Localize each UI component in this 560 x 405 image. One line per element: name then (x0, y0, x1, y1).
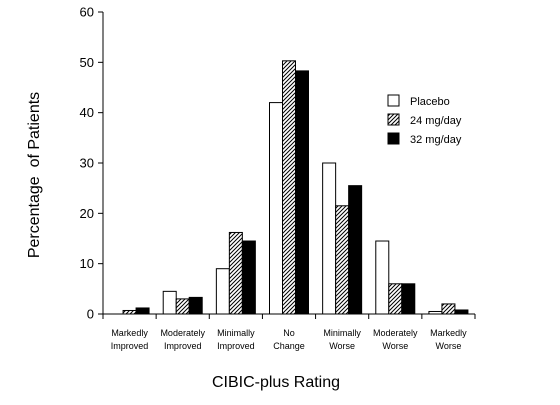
bar-32-mg-day-1 (188, 296, 203, 315)
bar-32-mg-day-0 (135, 307, 150, 315)
y-tick-label: 10 (80, 256, 94, 271)
legend-label: 32 mg/day (410, 134, 462, 146)
y-tick-label: 0 (87, 307, 94, 322)
x-category-label: Moderately (160, 328, 205, 338)
bar-32-mg-day-2 (241, 240, 256, 315)
bar-24-mg-day-0 (122, 309, 137, 315)
bar-placebo-1 (162, 290, 177, 315)
bar-24-mg-day-5 (388, 283, 403, 315)
legend-label: 24 mg/day (410, 115, 462, 127)
y-tick-label: 40 (80, 105, 94, 120)
x-category-label: Minimally (323, 328, 361, 338)
legend-swatch (387, 94, 400, 107)
legend-label: Placebo (410, 96, 450, 108)
bar-placebo-4 (322, 162, 337, 315)
x-category-label: Markedly (430, 328, 467, 338)
y-tick-label: 30 (80, 156, 94, 171)
bar-placebo-2 (215, 268, 230, 315)
bar-placebo-5 (375, 240, 390, 315)
legend-swatch (387, 132, 400, 145)
bar-placebo-6 (428, 310, 443, 315)
x-category-label: Markedly (111, 328, 148, 338)
x-category-label: Worse (329, 341, 355, 351)
bar-24-mg-day-2 (228, 231, 243, 315)
bar-32-mg-day-4 (348, 185, 363, 315)
y-tick-label: 60 (80, 5, 94, 20)
bar-24-mg-day-1 (175, 298, 190, 315)
y-tick-label: 20 (80, 206, 94, 221)
x-axis-title: CIBIC-plus Rating (212, 374, 340, 391)
x-category-label: Change (273, 341, 305, 351)
bar-24-mg-day-6 (441, 303, 456, 315)
x-category-label: Improved (111, 341, 149, 351)
x-category-label: Minimally (217, 328, 255, 338)
bar-32-mg-day-5 (401, 283, 416, 315)
y-axis-title: Percentage of Patients (26, 92, 43, 258)
bar-24-mg-day-3 (282, 60, 296, 315)
bar-32-mg-day-3 (295, 70, 309, 315)
x-category-label: Worse (436, 341, 462, 351)
bar-placebo-3 (269, 102, 283, 315)
x-category-label: Improved (164, 341, 202, 351)
x-category-label: Worse (382, 341, 408, 351)
x-category-label: Moderately (373, 328, 418, 338)
x-category-label: Improved (217, 341, 255, 351)
y-tick-label: 50 (80, 55, 94, 70)
legend-swatch (387, 113, 400, 126)
bar-24-mg-day-4 (335, 205, 350, 315)
x-category-label: No (283, 328, 295, 338)
bar-32-mg-day-6 (454, 309, 469, 315)
